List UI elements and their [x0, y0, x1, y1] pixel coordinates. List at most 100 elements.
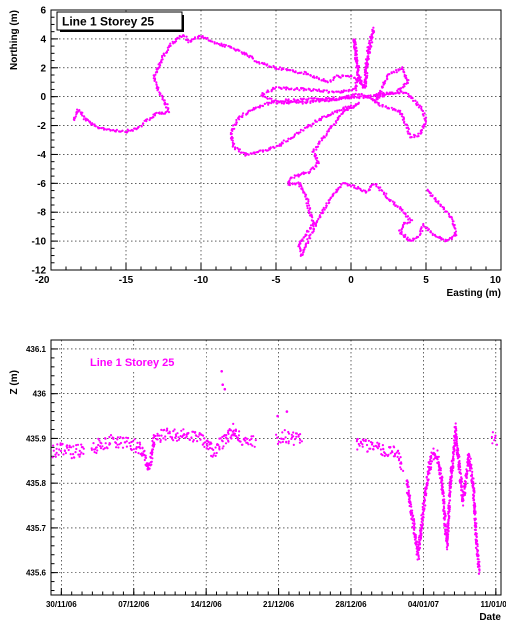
bottom-data-point — [141, 446, 144, 449]
top-x-tick-label: 10 — [490, 275, 502, 286]
top-data-point — [339, 91, 342, 94]
top-data-point — [376, 96, 379, 99]
bottom-data-point — [287, 442, 290, 445]
top-data-point — [247, 153, 250, 156]
bottom-data-point — [140, 454, 144, 457]
bottom-data-point — [248, 439, 251, 442]
top-data-point — [298, 89, 301, 92]
bottom-data-point — [474, 546, 478, 550]
top-data-point — [372, 95, 375, 98]
bottom-data-point — [364, 439, 367, 443]
top-data-point — [429, 231, 432, 234]
bottom-data-point — [421, 527, 424, 530]
top-data-point — [306, 204, 309, 207]
bottom-data-point — [79, 453, 82, 456]
bottom-data-point — [412, 518, 415, 521]
bottom-data-point — [417, 545, 420, 548]
top-data-point — [287, 181, 290, 184]
bottom-outlier-point — [223, 387, 227, 391]
bottom-data-point — [410, 512, 414, 515]
bottom-data-point — [448, 485, 451, 488]
top-data-point — [312, 225, 315, 228]
bottom-data-point — [96, 449, 99, 452]
bottom-data-point — [445, 525, 448, 528]
bottom-data-point — [444, 514, 447, 517]
top-data-point — [396, 110, 399, 113]
top-data-point — [431, 233, 434, 237]
top-data-point — [402, 211, 405, 214]
top-data-point — [315, 75, 318, 78]
top-data-point — [364, 85, 368, 88]
top-data-point — [377, 103, 380, 106]
top-data-point — [340, 90, 343, 93]
top-data-point — [222, 43, 226, 46]
top-data-point — [302, 172, 305, 176]
bottom-data-point — [156, 438, 159, 441]
top-data-point — [396, 91, 399, 94]
bottom-data-point — [101, 445, 104, 448]
top-data-point — [245, 113, 248, 116]
top-data-point — [354, 81, 357, 84]
top-data-point — [305, 102, 308, 105]
bottom-data-point — [468, 459, 471, 462]
top-data-point — [160, 112, 163, 115]
top-data-point — [400, 230, 403, 234]
bottom-data-point — [460, 485, 463, 488]
top-data-point — [158, 111, 161, 114]
top-data-point — [295, 182, 298, 185]
top-data-point — [412, 239, 415, 242]
bottom-data-point — [234, 434, 237, 438]
bottom-data-point — [151, 457, 154, 460]
bottom-data-point — [192, 438, 195, 442]
top-data-point — [314, 119, 317, 122]
top-chart-title: Line 1 Storey 25 — [62, 15, 154, 29]
top-data-point — [291, 69, 294, 72]
top-data-point — [442, 238, 445, 241]
bottom-data-point — [430, 454, 433, 458]
top-data-point — [453, 227, 456, 230]
top-data-point — [137, 125, 140, 128]
bottom-data-point — [241, 443, 244, 446]
top-data-point — [307, 172, 311, 175]
top-data-point — [439, 203, 442, 206]
bottom-data-point — [299, 438, 302, 441]
bottom-data-point — [66, 444, 69, 447]
bottom-y-tick-label: 435.8 — [26, 479, 47, 488]
top-data-point — [365, 67, 368, 70]
top-data-point — [303, 126, 306, 129]
top-y-tick-label: -4 — [37, 150, 46, 161]
top-data-point — [177, 37, 180, 40]
bottom-data-point — [437, 469, 440, 472]
bottom-data-point — [252, 435, 255, 438]
top-data-point — [302, 129, 305, 132]
bottom-data-point — [427, 472, 430, 475]
bottom-data-point — [461, 489, 464, 492]
top-data-point — [347, 90, 350, 93]
bottom-data-point — [415, 547, 419, 550]
top-data-point — [338, 109, 341, 112]
bottom-data-point — [441, 479, 444, 482]
bottom-data-point — [187, 431, 190, 435]
top-data-point — [306, 100, 309, 103]
top-data-point — [257, 106, 260, 109]
bottom-data-point — [276, 436, 279, 439]
top-data-point — [410, 136, 413, 139]
top-data-point — [288, 183, 291, 186]
bottom-data-point — [470, 467, 473, 470]
bottom-data-point — [420, 529, 423, 532]
top-data-point — [437, 202, 440, 205]
top-data-point — [315, 97, 319, 100]
top-data-point — [407, 79, 410, 82]
bottom-data-point — [197, 435, 200, 438]
top-data-point — [115, 128, 118, 131]
bottom-data-point — [154, 434, 157, 438]
top-data-point — [121, 129, 124, 132]
top-data-point — [167, 111, 171, 114]
bottom-data-point — [143, 458, 146, 462]
top-data-point — [431, 194, 434, 197]
bottom-data-point — [398, 457, 401, 460]
bottom-data-point — [455, 433, 458, 436]
top-data-point — [243, 53, 246, 56]
bottom-data-point — [95, 451, 98, 455]
bottom-data-point — [456, 448, 459, 451]
